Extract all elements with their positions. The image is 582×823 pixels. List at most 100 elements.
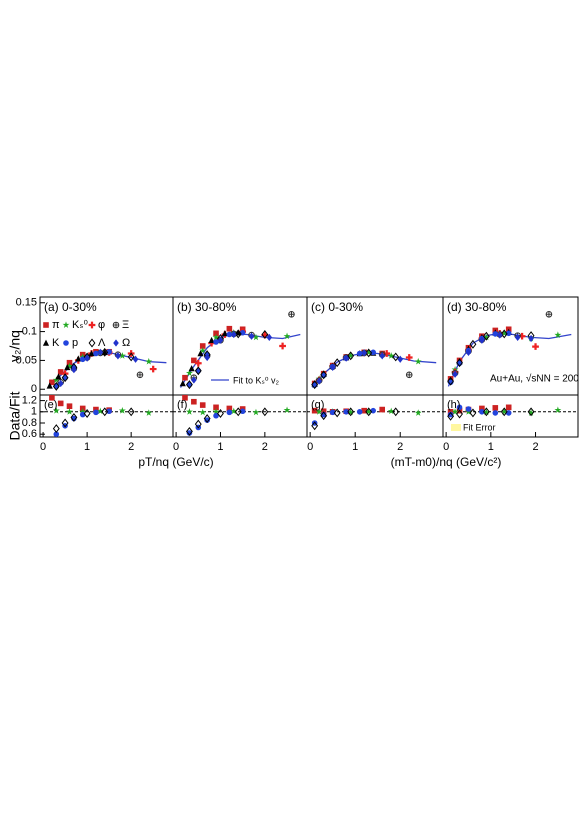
data-point [149, 365, 157, 373]
data-point [79, 356, 86, 363]
data-point [186, 381, 193, 388]
data-point [261, 331, 269, 339]
data-point [554, 331, 562, 338]
data-point [315, 408, 323, 415]
data-point [52, 376, 60, 383]
data-point [414, 357, 422, 365]
data-point [182, 374, 188, 381]
data-point [84, 354, 90, 362]
y-axis-title: Data/Fit [7, 391, 23, 440]
data-point [52, 424, 60, 434]
data-point [496, 331, 503, 339]
data-point [217, 336, 224, 344]
data-point [492, 331, 499, 337]
legend-marker [88, 321, 96, 329]
legend-marker [62, 321, 70, 328]
x-tick-label: 1 [352, 441, 358, 453]
data-point [101, 347, 109, 357]
data-point [106, 348, 112, 355]
x-tick-label: 1 [217, 441, 223, 453]
data-point [492, 405, 499, 411]
data-point [252, 408, 260, 416]
data-point [465, 406, 472, 412]
data-point [70, 412, 78, 422]
data-point [97, 348, 104, 356]
data-point [283, 332, 291, 340]
data-point [212, 408, 220, 415]
data-point [392, 352, 400, 362]
data-point [482, 331, 490, 341]
data-point [61, 418, 69, 428]
data-point [387, 352, 395, 359]
data-point [199, 343, 206, 349]
data-point [347, 351, 355, 361]
y-tick-label: 0.1 [22, 325, 37, 337]
x-tick-label: 0 [40, 441, 46, 453]
data-point [208, 336, 215, 344]
data-point [194, 419, 202, 429]
y-tick-label: 0.15 [16, 297, 37, 309]
data-point [311, 421, 319, 431]
data-point [217, 409, 224, 418]
data-point [221, 329, 228, 337]
legend-marker [113, 339, 119, 347]
data-point [127, 352, 135, 362]
data-point [252, 333, 260, 341]
data-point [199, 408, 207, 416]
data-point [64, 363, 71, 371]
data-point [320, 370, 328, 380]
data-point [492, 410, 499, 416]
data-point [248, 332, 255, 340]
data-point [343, 354, 349, 362]
data-point [266, 333, 273, 341]
data-point [279, 342, 286, 350]
x-tick-label: 2 [532, 441, 538, 453]
data-point [204, 353, 210, 362]
data-point [93, 350, 99, 357]
panel-label: (h) [447, 399, 460, 411]
data-point [52, 407, 60, 414]
x-tick-label: 0 [173, 441, 179, 453]
data-point [118, 407, 126, 414]
data-point [234, 407, 242, 417]
data-point [383, 350, 391, 357]
data-point [191, 376, 197, 384]
data-point [191, 398, 197, 405]
data-point [71, 365, 77, 374]
data-point [514, 333, 521, 341]
data-point [347, 408, 355, 416]
data-point [452, 370, 458, 378]
data-point [226, 405, 233, 412]
data-point [57, 400, 64, 407]
y-axis-title: v₂/nq [7, 330, 23, 362]
data-point [365, 348, 373, 356]
data-point [333, 408, 341, 418]
data-point [365, 407, 373, 417]
panel-label: (b) 30-80% [177, 300, 237, 314]
data-point [66, 403, 73, 409]
y-tick-label: 0 [31, 383, 37, 395]
data-point [199, 346, 207, 354]
data-point [230, 407, 238, 415]
data-point [288, 311, 295, 318]
data-point [527, 409, 535, 416]
data-point [79, 408, 87, 415]
data-point [203, 414, 211, 423]
data-point [194, 366, 202, 376]
data-point [414, 409, 422, 416]
data-point [197, 350, 204, 357]
y-tick-label: 1.2 [22, 395, 37, 407]
data-point [456, 358, 463, 368]
data-point [365, 348, 373, 358]
data-point [182, 395, 188, 401]
legend-marker [112, 321, 120, 329]
data-point [505, 404, 512, 411]
y-tick-label: 0.8 [22, 417, 37, 429]
fit-line [311, 352, 437, 388]
legend-label: φ [98, 319, 105, 331]
data-point [235, 329, 242, 336]
legend-label: Λ [98, 337, 106, 349]
data-point [226, 409, 233, 416]
data-point [62, 374, 68, 381]
data-point [447, 411, 455, 421]
